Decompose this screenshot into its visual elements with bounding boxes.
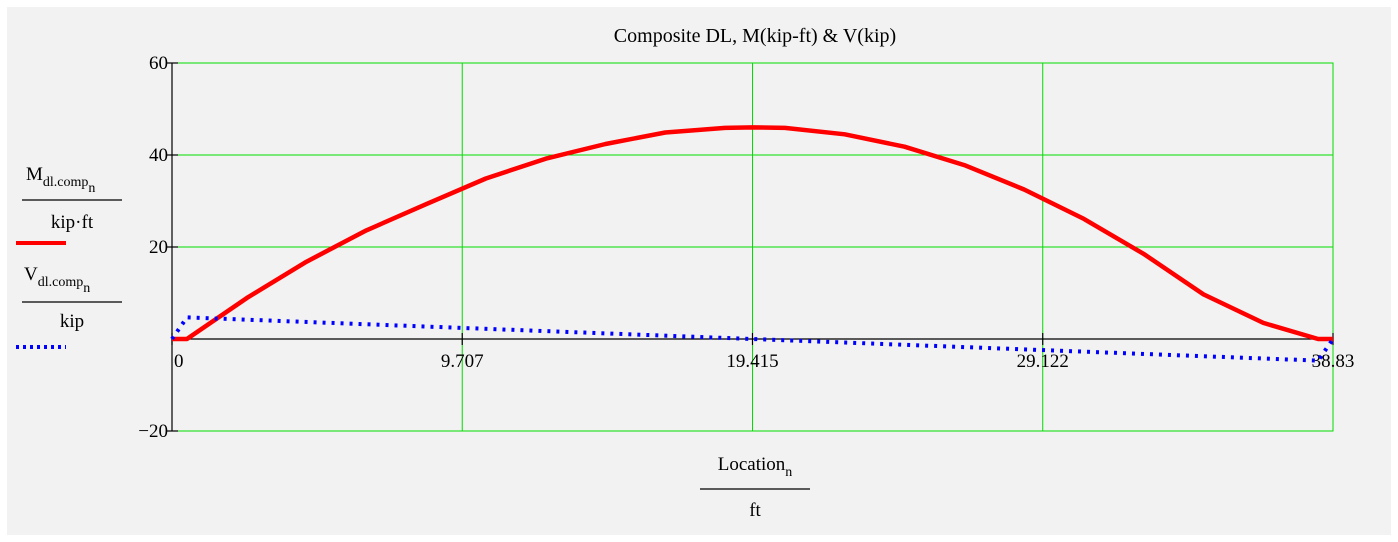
y-tick-label: 60 [149, 53, 168, 74]
x-label-unit: ft [749, 500, 761, 521]
y-label-block: Mdl.compn kip·ft Vdl.compn kip [16, 164, 122, 349]
grid [171, 62, 1334, 432]
x-tick-label: 9.707 [441, 351, 484, 372]
x-tick-label: 0 [174, 351, 184, 372]
y-tick-label: 20 [149, 237, 168, 258]
y-label-v-unit: kip [60, 311, 84, 332]
x-tick-labels: 0 9.707 19.415 29.122 38.83 [174, 351, 1354, 372]
series-layer [170, 125, 1335, 363]
x-tick-label: 38.83 [1312, 351, 1355, 372]
y-label-m-unit: kip·ft [51, 212, 94, 233]
y-label-v-main: Vdl.compn [24, 264, 90, 296]
y-label-m-main: Mdl.compn [26, 164, 95, 196]
y-tick-label: −20 [138, 421, 168, 442]
x-label-main: Locationn [718, 454, 793, 480]
x-tick-label: 29.122 [1017, 351, 1069, 372]
chart-background [7, 7, 1391, 535]
y-tick-label: 40 [149, 145, 168, 166]
chart-title: Composite DL, M(kip-ft) & V(kip) [614, 25, 896, 47]
x-tick-label: 19.415 [726, 351, 778, 372]
x-label-block: Locationn ft [700, 454, 810, 521]
y-tick-labels: −20 20 40 60 [138, 53, 168, 442]
